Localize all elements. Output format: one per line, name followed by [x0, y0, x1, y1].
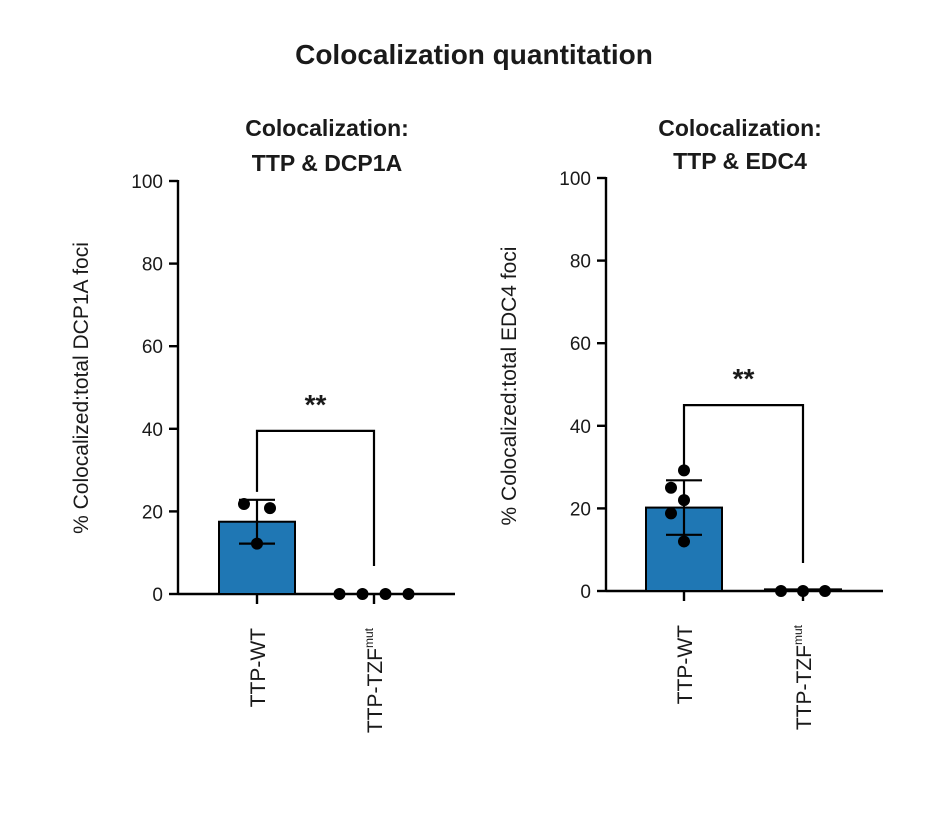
chart-panel-edc4: Colocalization: TTP & EDC4 0 20 40 60 80 100 % C…	[498, 115, 883, 730]
panel-title-line2: TTP & EDC4	[673, 148, 807, 174]
category-label-main: TTP-WT	[674, 625, 697, 704]
category-label-main: TTP-WT	[247, 628, 270, 707]
y-tick-label: 40	[142, 420, 163, 441]
panel-title-line2: TTP & DCP1A	[252, 150, 402, 176]
data-point	[797, 585, 809, 597]
y-axis-title: % Colocalized:total DCP1A foci	[70, 242, 93, 534]
significance-label: **	[733, 363, 755, 394]
data-point	[251, 537, 263, 550]
panel-title-line1: Colocalization:	[658, 115, 822, 141]
data-point	[775, 585, 787, 597]
data-point	[238, 497, 250, 510]
category-label-superscript: mut	[791, 624, 805, 645]
data-point	[264, 502, 276, 515]
y-tick-label: 80	[570, 252, 591, 273]
data-point	[402, 588, 415, 600]
category-label: TTP-TZFmut	[362, 627, 387, 733]
y-tick-label: 20	[142, 502, 163, 523]
data-point	[678, 494, 690, 507]
data-point	[379, 588, 392, 600]
data-point	[665, 507, 677, 520]
significance-bracket	[255, 429, 376, 566]
y-tick-label: 0	[580, 582, 591, 603]
data-point	[678, 535, 690, 548]
figure-title: Colocalization quantitation	[295, 39, 653, 70]
significance-label: **	[305, 389, 327, 420]
significance-bracket	[682, 404, 805, 563]
y-tick-label: 100	[559, 169, 591, 190]
y-tick-label: 40	[570, 417, 591, 438]
data-point	[665, 481, 677, 494]
category-label: TTP-WT	[674, 625, 697, 704]
category-label-main: TTP-TZF	[793, 645, 816, 730]
category-label: TTP-WT	[247, 628, 270, 707]
y-tick-label: 60	[570, 334, 591, 355]
y-tick-label: 100	[131, 172, 163, 193]
data-point	[819, 585, 831, 597]
data-point	[333, 588, 346, 600]
y-tick-label: 60	[142, 337, 163, 358]
category-label-main: TTP-TZF	[364, 648, 387, 733]
y-tick-label: 20	[570, 499, 591, 520]
panel-title-line1: Colocalization:	[245, 115, 409, 141]
data-point	[356, 588, 369, 600]
category-label: TTP-TZFmut	[791, 624, 816, 730]
category-label-superscript: mut	[362, 627, 376, 648]
y-axis-title: % Colocalized:total EDC4 foci	[498, 247, 521, 526]
y-tick-label: 0	[152, 585, 163, 606]
y-tick-label: 80	[142, 255, 163, 276]
chart-panel-dcp1a: Colocalization: TTP & DCP1A 0 20 40 60 80 100 % …	[70, 115, 455, 733]
